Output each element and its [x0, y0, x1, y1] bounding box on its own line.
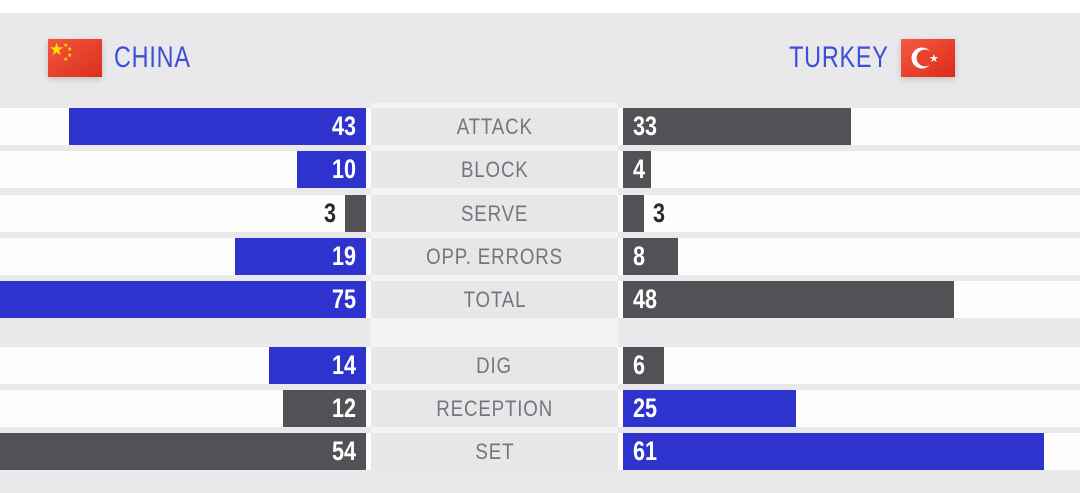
team-header-china: ★ ★ ★ ★ ★ CHINA [48, 38, 212, 78]
turkey-bar: 8 [623, 238, 678, 275]
turkey-value: 6 [633, 350, 646, 380]
svg-text:★: ★ [929, 52, 939, 65]
svg-text:★: ★ [67, 52, 72, 59]
china-flag-icon: ★ ★ ★ ★ ★ [48, 39, 102, 77]
china-bar: 75 [0, 281, 366, 318]
stat-row-block: 10 BLOCK 4 [0, 151, 1080, 188]
turkey-bar-track: 6 [618, 347, 1080, 384]
china-bar-track: 12 [0, 390, 371, 427]
china-bar-track: 54 [0, 433, 371, 470]
turkey-bar-track: 48 [618, 281, 1080, 318]
stat-label: TOTAL [463, 286, 526, 312]
stat-label-cell: OPP. ERRORS [371, 238, 618, 275]
turkey-value: 48 [633, 284, 658, 314]
china-bar: 12 [283, 390, 366, 427]
stat-row-serve: 3 SERVE 3 [0, 195, 1080, 232]
stat-row-dig: 14 DIG 6 [0, 347, 1080, 384]
stat-label-cell: SERVE [371, 195, 618, 232]
turkey-bar-track: 61 [618, 433, 1080, 470]
stat-label: SERVE [460, 200, 529, 226]
turkey-value: 4 [633, 154, 646, 184]
stat-row-set: 54 SET 61 [0, 433, 1080, 470]
turkey-value: 33 [633, 111, 658, 141]
turkey-bar-track: 25 [618, 390, 1080, 427]
stat-label: SET [475, 438, 514, 464]
svg-text:★: ★ [67, 46, 72, 53]
stat-label: BLOCK [460, 156, 529, 182]
china-bar-track: 19 [0, 238, 371, 275]
stat-label-cell: DIG [371, 347, 618, 384]
china-value: 12 [331, 393, 356, 423]
turkey-value-outside: 3 [653, 198, 666, 228]
stat-row-total: 75 TOTAL 48 [0, 281, 1080, 318]
turkey-bar-track: 4 [618, 151, 1080, 188]
china-bar-track: 75 [0, 281, 371, 318]
turkey-value: 61 [633, 436, 658, 466]
turkey-bar-track: 8 [618, 238, 1080, 275]
turkey-flag-icon: ★ [901, 39, 955, 77]
stat-label-cell: BLOCK [371, 151, 618, 188]
turkey-bar: 61 [623, 433, 1044, 470]
china-bar: 43 [69, 108, 366, 145]
stat-label: ATTACK [456, 113, 533, 139]
china-value: 19 [331, 241, 356, 271]
china-value: 10 [331, 154, 356, 184]
china-bar: 14 [269, 347, 366, 384]
china-bar: 54 [0, 433, 366, 470]
turkey-bar: 6 [623, 347, 664, 384]
team-header-turkey: TURKEY ★ [761, 38, 955, 78]
stat-label: DIG [476, 352, 513, 378]
turkey-bar: 25 [623, 390, 796, 427]
stat-label-cell: RECEPTION [371, 390, 618, 427]
turkey-value: 25 [633, 393, 658, 423]
stat-row-attack: 43 ATTACK 33 [0, 108, 1080, 145]
china-bar: 10 [297, 151, 366, 188]
team-name-turkey: TURKEY [789, 41, 889, 74]
stat-label-cell: ATTACK [371, 108, 618, 145]
china-bar [345, 195, 366, 232]
china-value: 54 [331, 436, 356, 466]
stat-label-cell: TOTAL [371, 281, 618, 318]
team-name-china: CHINA [114, 41, 191, 74]
svg-text:★: ★ [63, 42, 68, 49]
china-value-outside: 3 [323, 198, 336, 228]
turkey-bar [623, 195, 644, 232]
turkey-bar-track: 33 [618, 108, 1080, 145]
svg-text:★: ★ [49, 40, 64, 60]
stat-label: RECEPTION [436, 395, 553, 421]
stat-label: OPP. ERRORS [426, 243, 563, 269]
turkey-bar: 48 [623, 281, 954, 318]
stat-row-reception: 12 RECEPTION 25 [0, 390, 1080, 427]
china-value: 75 [331, 284, 356, 314]
china-bar-track: 43 [0, 108, 371, 145]
turkey-value: 8 [633, 241, 646, 271]
turkey-bar-track: 3 [618, 195, 1080, 232]
turkey-bar: 33 [623, 108, 851, 145]
china-bar: 19 [235, 238, 366, 275]
china-bar-track: 14 [0, 347, 371, 384]
china-value: 43 [331, 111, 356, 141]
svg-text:★: ★ [63, 56, 68, 63]
stat-label-cell: SET [371, 433, 618, 470]
stat-row-opp-errors: 19 OPP. ERRORS 8 [0, 238, 1080, 275]
china-value: 14 [331, 350, 356, 380]
china-bar-track: 10 [0, 151, 371, 188]
turkey-bar: 4 [623, 151, 651, 188]
china-bar-track: 3 [0, 195, 371, 232]
